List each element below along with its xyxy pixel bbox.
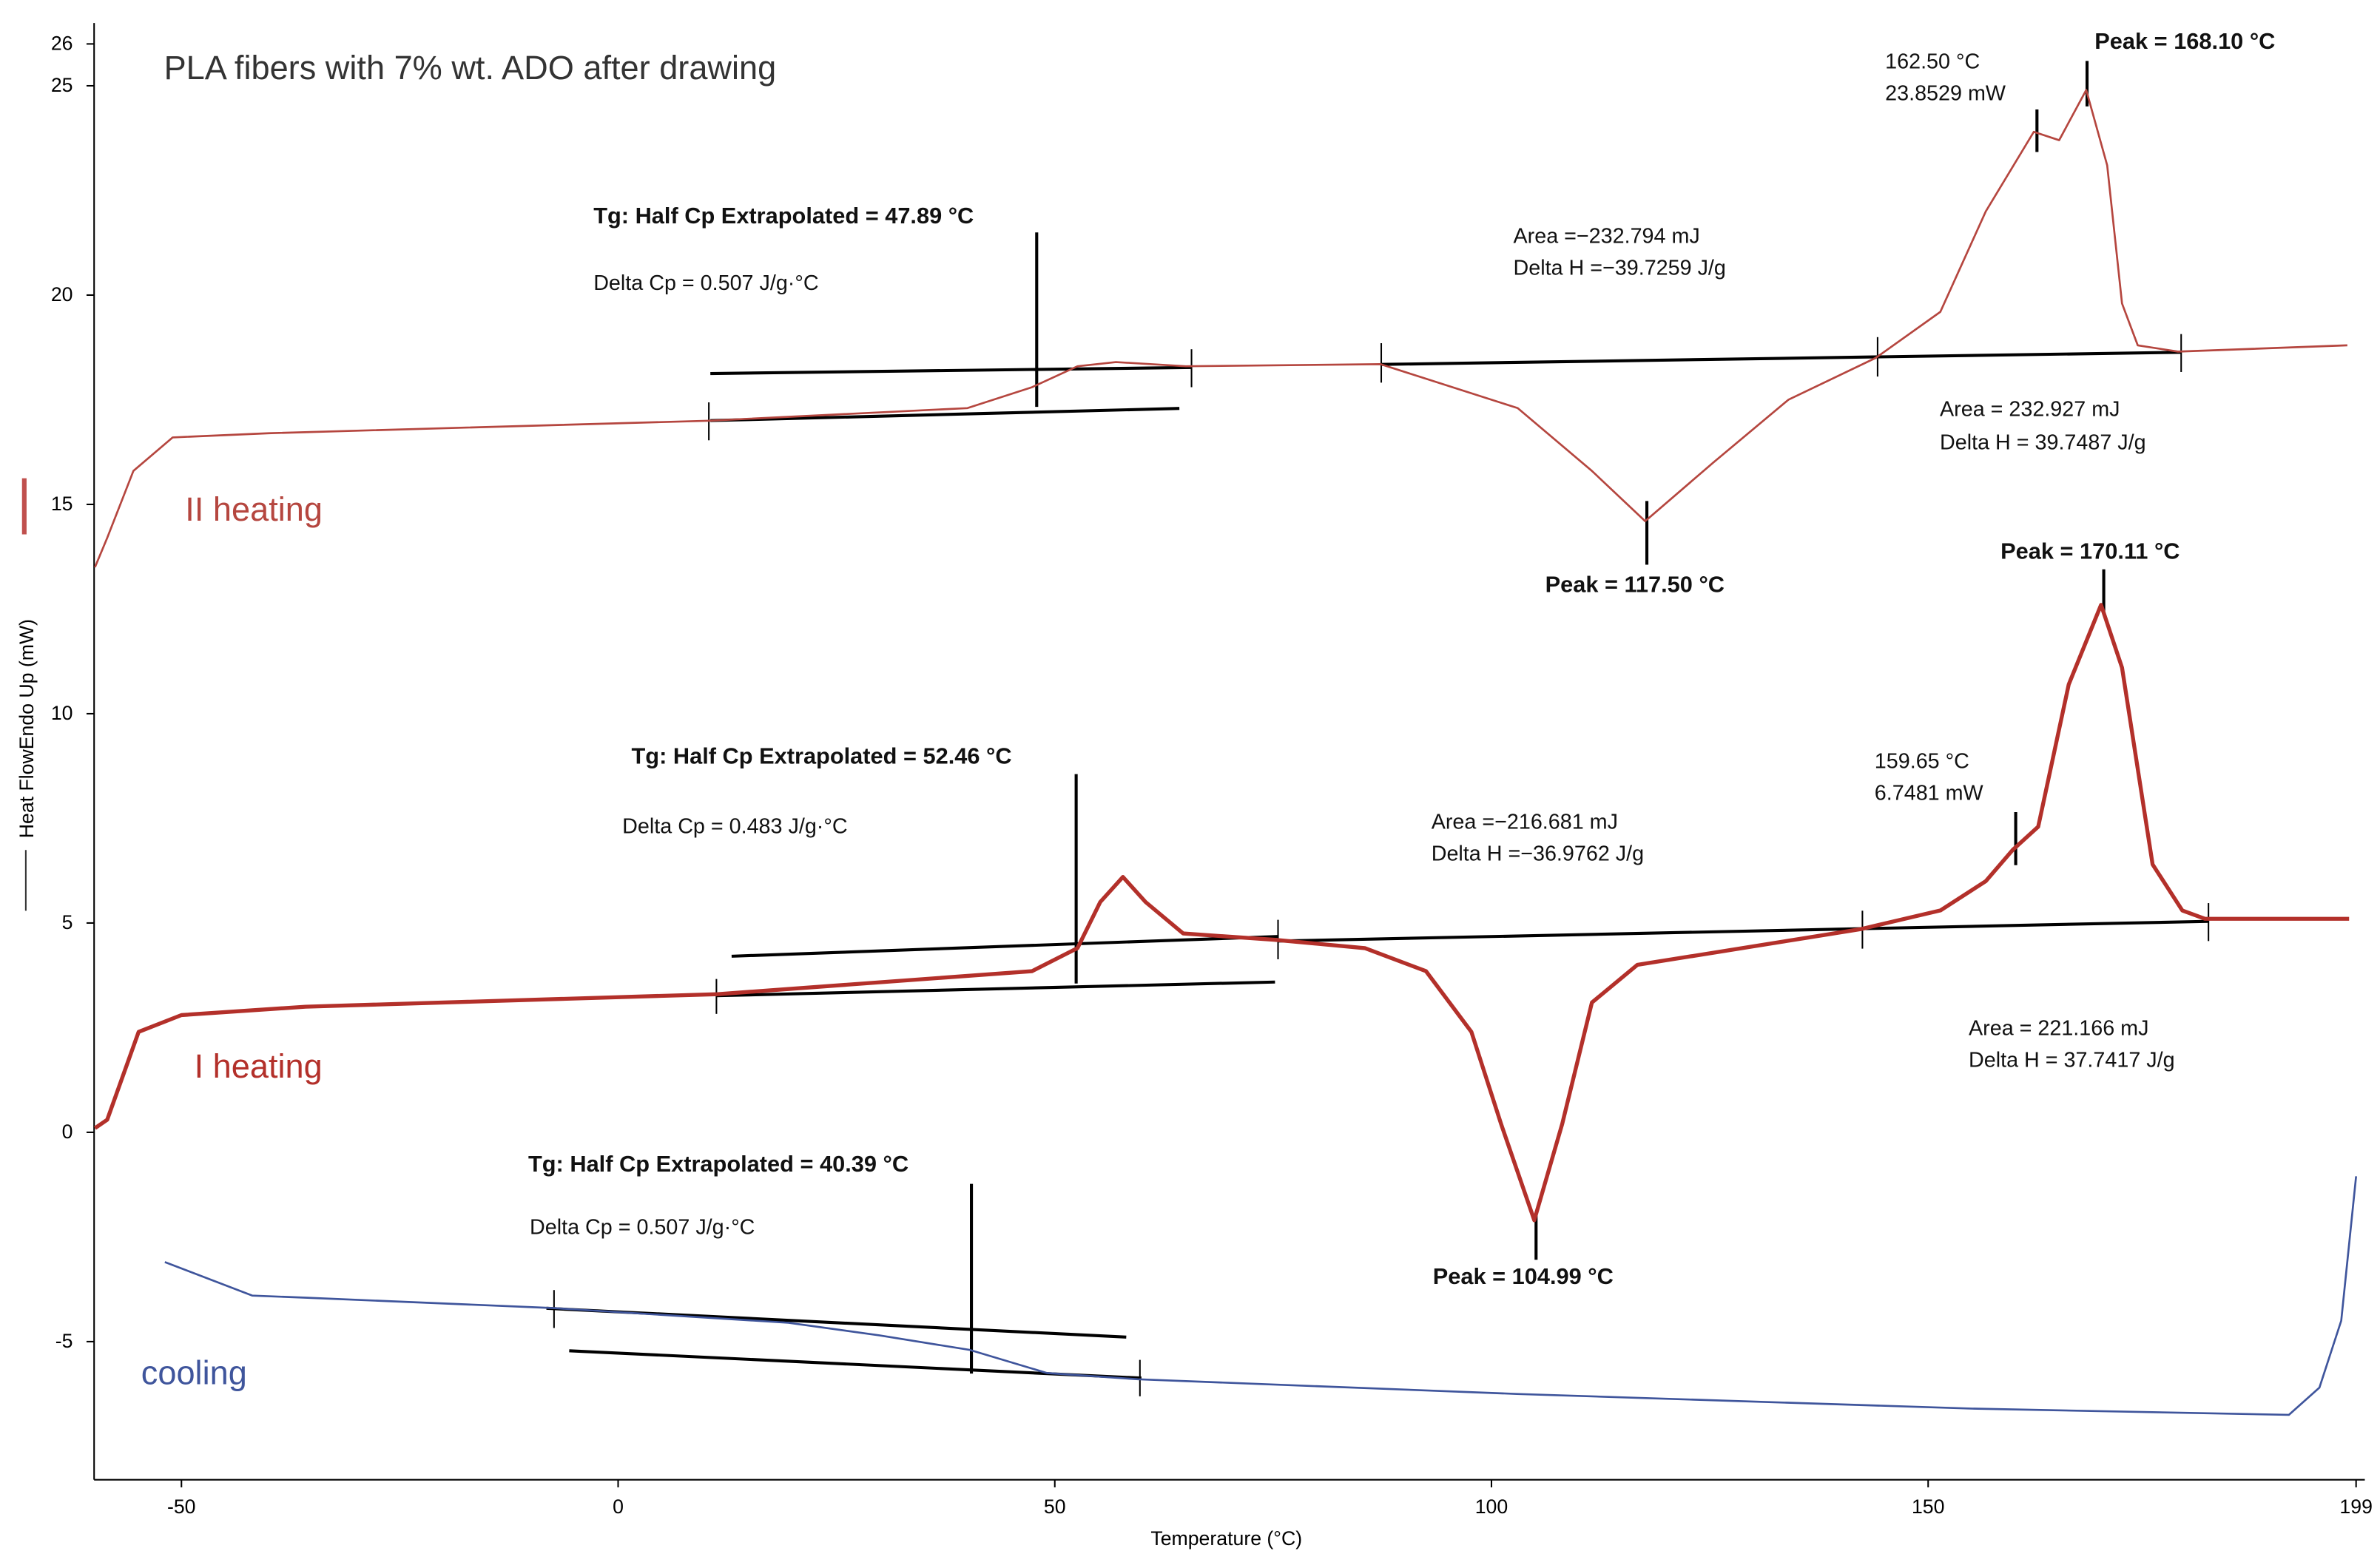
y-tick-label: 0 bbox=[62, 1121, 73, 1143]
y-tick-label: 25 bbox=[51, 74, 73, 96]
x-tick-label: 50 bbox=[1044, 1496, 1066, 1518]
x-tick-label: 150 bbox=[1912, 1496, 1944, 1518]
annotation: Tg: Half Cp Extrapolated = 40.39 °C bbox=[528, 1151, 908, 1177]
annotation: Area =−216.681 mJ bbox=[1432, 811, 1618, 834]
y-tick-label: 20 bbox=[51, 283, 73, 305]
annotation: Tg: Half Cp Extrapolated = 47.89 °C bbox=[593, 203, 974, 229]
annotation: 23.8529 mW bbox=[1885, 82, 2006, 106]
baseline bbox=[1381, 351, 2182, 366]
annotation: Delta H = 39.7487 J/g bbox=[1940, 431, 2146, 455]
annotation: Delta H =−36.9762 J/g bbox=[1432, 842, 1644, 866]
series-label: II heating bbox=[185, 490, 323, 528]
data-line bbox=[94, 89, 2347, 568]
chart-title: PLA fibers with 7% wt. ADO after drawing bbox=[164, 49, 777, 87]
annotation: Peak = 117.50 °C bbox=[1545, 571, 1725, 597]
y-tick-label: 10 bbox=[51, 702, 73, 724]
baseline bbox=[710, 365, 1192, 376]
series-label: cooling bbox=[141, 1354, 247, 1391]
annotation: Delta Cp = 0.507 J/g·°C bbox=[593, 271, 818, 295]
baseline bbox=[1278, 919, 2209, 943]
annotation: Delta H =−39.7259 J/g bbox=[1514, 257, 1726, 280]
annotation: Area = 232.927 mJ bbox=[1940, 397, 2120, 421]
annotation: 6.7481 mW bbox=[1875, 782, 1984, 805]
annotation: Delta Cp = 0.483 J/g·°C bbox=[622, 815, 847, 839]
annotation: Tg: Half Cp Extrapolated = 52.46 °C bbox=[631, 743, 1011, 768]
data-line bbox=[93, 603, 2350, 1223]
annotation: 162.50 °C bbox=[1885, 50, 1980, 74]
x-tick-label: 0 bbox=[613, 1496, 624, 1518]
annotation: Peak = 168.10 °C bbox=[2094, 28, 2275, 54]
annotation: Delta H = 37.7417 J/g bbox=[1969, 1049, 2175, 1072]
y-tick-label: 26 bbox=[51, 33, 73, 55]
baseline bbox=[710, 407, 1180, 422]
baseline bbox=[731, 935, 1278, 958]
annotation: Peak = 104.99 °C bbox=[1433, 1263, 1614, 1289]
x-tick-label: 199 bbox=[2339, 1496, 2372, 1518]
annotation: Delta Cp = 0.507 J/g·°C bbox=[530, 1215, 755, 1239]
x-tick-label: 100 bbox=[1475, 1496, 1508, 1518]
y-tick-label: 15 bbox=[51, 493, 73, 515]
annotation: Peak = 170.11 °C bbox=[2000, 538, 2180, 564]
data-line bbox=[164, 1176, 2358, 1416]
y-axis-label: Heat FlowEndo Up (mW) bbox=[16, 619, 38, 838]
x-tick-label: -50 bbox=[167, 1496, 196, 1518]
y-tick-label: -5 bbox=[55, 1330, 73, 1352]
y-tick-label: 5 bbox=[62, 911, 73, 933]
annotation: Area =−232.794 mJ bbox=[1514, 225, 1700, 249]
annotation: 159.65 °C bbox=[1875, 749, 1969, 773]
series-label: I heating bbox=[195, 1047, 323, 1085]
x-axis-label: Temperature (°C) bbox=[1150, 1527, 1302, 1550]
annotation: Area = 221.166 mJ bbox=[1969, 1017, 2148, 1041]
baseline bbox=[716, 980, 1275, 998]
